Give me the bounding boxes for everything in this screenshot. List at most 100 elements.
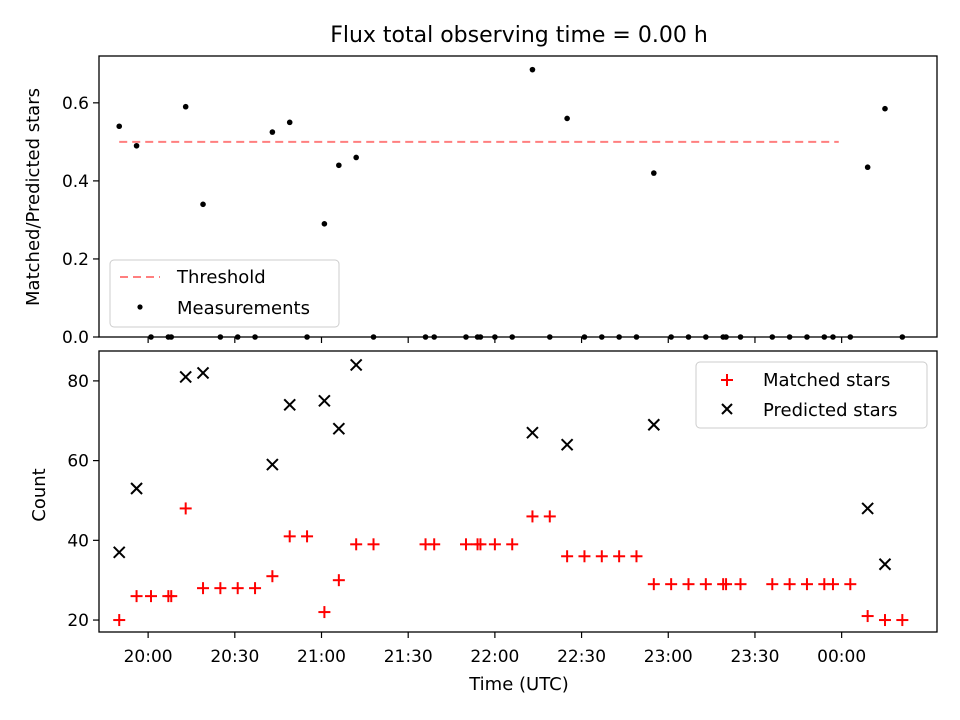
top-y-tick-label: 0.6 (62, 94, 89, 114)
matched-stars-point (350, 538, 363, 551)
predicted-stars-point (130, 482, 143, 495)
matched-stars-point (113, 614, 126, 627)
bottom-legend: Matched stars Predicted stars (695, 361, 928, 429)
matched-stars-point (474, 538, 487, 551)
matched-stars-point (231, 582, 244, 595)
bottom-y-tick-label: 20 (67, 611, 89, 631)
matched-stars-point (647, 578, 660, 591)
matched-stars-point (165, 590, 178, 603)
x-tick-label: 23:00 (644, 647, 693, 667)
x-tick-label: 21:30 (384, 647, 433, 667)
measurement-point (286, 119, 293, 126)
matched-stars-point (301, 530, 314, 543)
matched-stars-point (783, 578, 796, 591)
bottom-plot-frame (98, 350, 938, 633)
matched-stars-point (197, 582, 210, 595)
matched-stars-point (428, 538, 441, 551)
measurement-point (353, 154, 359, 161)
matched-stars-point (179, 502, 192, 515)
bottom-y-tick-label: 40 (67, 531, 89, 551)
matched-stars-point (506, 538, 519, 551)
matched-stars-point (145, 590, 158, 603)
measurement-point (336, 162, 342, 169)
x-axis-label: Time (UTC) (468, 674, 569, 695)
matched-legend-swatch (721, 374, 733, 386)
predicted-stars-point (647, 418, 661, 431)
matched-stars-point (543, 510, 556, 523)
predicted-legend-swatch (721, 403, 733, 415)
measurement-point (864, 164, 871, 171)
bottom-panel: Count Time (UTC) 20 40 60 80 20:00 20:30 21:00… (29, 350, 938, 695)
matched-stars-point (561, 550, 574, 563)
matched-stars-point (720, 578, 733, 591)
matched-stars-point (367, 538, 380, 551)
top-plot-frame (98, 55, 938, 338)
predicted-stars-point (179, 370, 192, 384)
matched-legend-label: Matched stars (763, 370, 890, 391)
matched-stars-point (734, 578, 747, 591)
matched-stars-point (283, 530, 296, 543)
top-y-axis-label: Matched/Predicted stars (23, 88, 44, 306)
measurement-point (529, 66, 536, 73)
matched-stars-point (682, 578, 695, 591)
top-y-tick-label: 0.0 (62, 328, 89, 348)
predicted-stars-point (196, 366, 210, 380)
predicted-stars-point (332, 422, 346, 435)
measurement-point (321, 221, 328, 227)
top-y-tick-label: 0.2 (62, 250, 89, 270)
matched-stars-point (878, 614, 891, 627)
top-panel: Matched/Predicted stars 0.0 0.2 0.4 0.6 Thr… (23, 55, 938, 348)
chart-title: Flux total observing time = 0.00 h (330, 23, 708, 48)
predicted-stars-point (113, 546, 126, 559)
measurement-point (651, 170, 657, 176)
x-tick-label: 23:30 (730, 647, 779, 667)
predicted-stars-point (526, 426, 539, 439)
measurement-point (882, 105, 888, 112)
matched-stars-point (318, 606, 331, 619)
top-legend: Threshold Measurements (109, 259, 340, 328)
top-y-tick-label: 0.4 (62, 172, 89, 192)
predicted-stars-point (349, 358, 363, 372)
x-tick-label: 21:00 (297, 647, 346, 667)
matched-stars-point (665, 578, 678, 591)
matched-stars-point (595, 550, 608, 563)
measurements-legend-swatch (137, 304, 143, 310)
matched-stars-point (488, 538, 501, 551)
predicted-stars-point (266, 458, 279, 471)
matched-stars-point (766, 578, 779, 591)
matched-stars-point (526, 510, 539, 523)
predicted-stars-point (878, 558, 892, 571)
matched-stars-point (332, 574, 345, 587)
threshold-legend-label: Threshold (176, 267, 266, 288)
x-tick-label: 22:00 (470, 647, 519, 667)
matched-stars-point (896, 614, 909, 627)
matched-stars-point (266, 570, 279, 583)
matched-stars-point (214, 582, 227, 595)
bottom-y-tick-label: 60 (67, 452, 89, 472)
matched-stars-point (249, 582, 262, 595)
predicted-stars-point (560, 438, 574, 451)
matched-stars-point (826, 578, 839, 591)
matched-stars-point (130, 590, 143, 603)
predicted-stars-point (861, 502, 874, 515)
predicted-legend-label: Predicted stars (763, 400, 897, 421)
bottom-legend-box (695, 361, 928, 429)
matched-stars-point (630, 550, 643, 563)
measurement-point (200, 201, 206, 208)
measurements-legend-label: Measurements (177, 298, 310, 319)
bottom-y-axis-label: Count (29, 468, 50, 521)
measurement-point (564, 115, 570, 122)
matched-stars-point (459, 538, 472, 551)
matched-stars-point (613, 550, 626, 563)
measurement-point (133, 142, 140, 149)
x-tick-label: 00:00 (817, 647, 866, 667)
matched-stars-point (861, 610, 874, 623)
predicted-stars-point (283, 398, 296, 412)
measurement-point (182, 103, 189, 110)
bottom-y-tick-label: 80 (67, 372, 89, 392)
matched-stars-point (844, 578, 857, 591)
predicted-stars-point (318, 394, 331, 408)
top-legend-box (109, 259, 340, 328)
matched-stars-point (699, 578, 712, 591)
